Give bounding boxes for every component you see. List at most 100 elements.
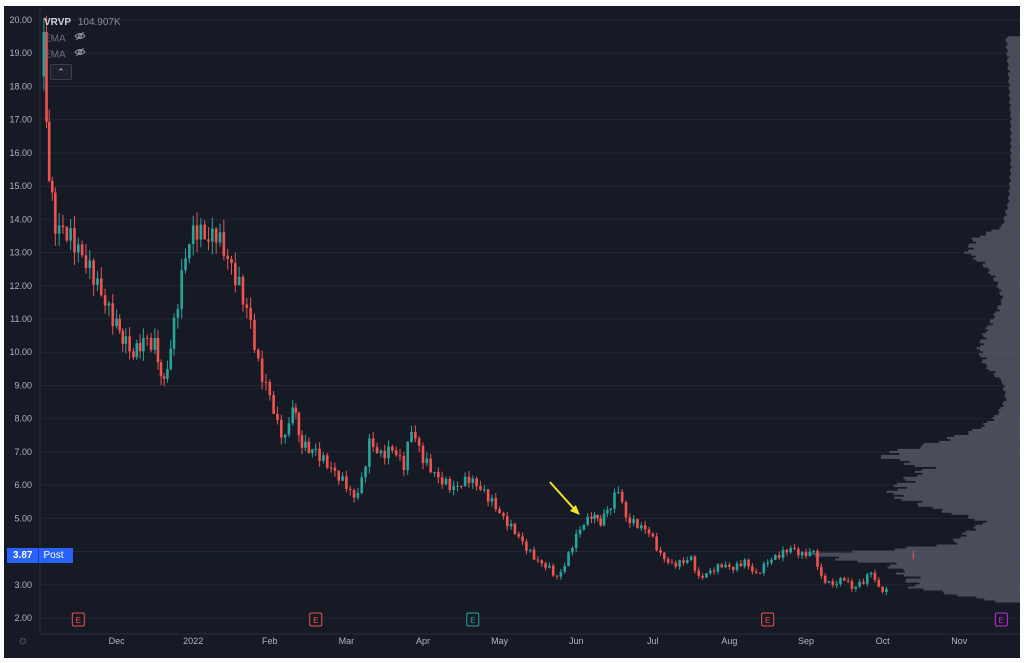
- candle-body: [762, 563, 766, 573]
- volume-profile-bar: [1010, 153, 1020, 156]
- volume-profile-bar: [810, 552, 1020, 555]
- eye-off-icon[interactable]: [74, 31, 86, 47]
- candle-body: [57, 225, 61, 234]
- earnings-marker[interactable]: E: [71, 612, 85, 627]
- candle-body: [479, 486, 482, 490]
- volume-profile-bar: [915, 584, 1020, 587]
- price-axis[interactable]: 2.003.004.005.006.007.008.009.0010.0011.…: [9, 6, 41, 634]
- candle-body: [586, 516, 589, 525]
- candle-body: [471, 478, 475, 484]
- volume-profile-bar: [1003, 217, 1020, 220]
- candle-body: [287, 423, 291, 435]
- legend-row-vrvp[interactable]: VRVP 104.907K: [44, 15, 121, 31]
- earnings-marker[interactable]: E: [466, 612, 480, 627]
- indicator-value: 104.907K: [77, 17, 121, 28]
- legend-row-ema-1[interactable]: EMA: [44, 31, 121, 47]
- time-axis[interactable]: Dec 2022 Feb Mar Apr May Jun Jul Aug Sep Oct Nov: [40, 633, 1020, 646]
- volume-profile-bar: [1009, 100, 1020, 103]
- candle-body: [115, 318, 118, 327]
- candle-body: [191, 225, 195, 245]
- candle-body: [846, 580, 850, 582]
- volume-profile-bar: [1004, 395, 1020, 398]
- candle-body: [574, 533, 578, 549]
- earnings-marker[interactable]: E: [761, 612, 775, 627]
- volume-profile-bar: [980, 355, 1020, 358]
- volume-profile-bar: [973, 247, 1020, 250]
- volume-profile-bar: [857, 560, 1020, 563]
- candle-body: [162, 376, 166, 379]
- candle-body: [808, 551, 812, 557]
- earnings-marker[interactable]: E: [309, 612, 323, 627]
- y-tick-label: 15.00: [9, 181, 32, 191]
- candle-body: [421, 445, 425, 464]
- eye-off-icon[interactable]: [74, 47, 86, 63]
- candle-body: [490, 498, 494, 502]
- volume-profile-bar: [981, 426, 1020, 430]
- volume-profile-bar: [1002, 403, 1020, 406]
- volume-profile-bar: [1010, 147, 1020, 151]
- candle-body: [678, 560, 681, 567]
- volume-profile-bar: [989, 369, 1020, 372]
- candle-body: [521, 536, 524, 542]
- earnings-marker[interactable]: E: [994, 612, 1008, 627]
- candle-body: [132, 351, 135, 358]
- volume-profile-bar: [1011, 151, 1020, 154]
- candle-body: [655, 536, 658, 551]
- y-tick-label: 8.00: [14, 414, 32, 424]
- volume-profile-bar: [1008, 72, 1020, 75]
- candle-body: [311, 449, 314, 454]
- candle-body: [754, 571, 758, 573]
- candle-body: [156, 337, 160, 363]
- volume-profile-bar: [1010, 157, 1020, 160]
- y-tick-label: 20.00: [9, 15, 32, 25]
- volume-profile-bar: [1011, 123, 1020, 127]
- candle-body: [766, 562, 769, 564]
- volume-profile-bar: [1010, 185, 1020, 188]
- volume-profile-bar: [1009, 191, 1020, 194]
- candlestick-chart[interactable]: 2.003.004.005.006.007.008.009.0010.0011.…: [4, 6, 1020, 658]
- volume-profile-bar: [896, 562, 1020, 565]
- volume-profile-bar: [1010, 171, 1020, 174]
- volume-profile-bar: [893, 492, 1020, 495]
- candle-body: [536, 559, 540, 561]
- candle-body: [391, 446, 394, 451]
- chart-settings-button[interactable]: ☼: [14, 631, 32, 649]
- legend-collapse-button[interactable]: ⌃: [50, 64, 72, 80]
- legend-row-ema-2[interactable]: EMA: [44, 47, 121, 63]
- candle-body: [624, 502, 628, 518]
- candle-body: [226, 255, 229, 259]
- volume-profile-bar: [906, 578, 1020, 581]
- candle-body: [230, 258, 233, 264]
- volume-profile-bar: [1008, 64, 1020, 67]
- volume-profile-bar: [1007, 203, 1020, 206]
- volume-profile-bar: [894, 548, 1020, 551]
- volume-profile-bar: [986, 357, 1020, 360]
- candle-body: [448, 478, 452, 490]
- chart-panel[interactable]: 2.003.004.005.006.007.008.009.0010.0011.…: [4, 6, 1020, 658]
- volume-profile-bar: [975, 255, 1020, 258]
- candle-body: [812, 550, 815, 552]
- candle-body: [731, 566, 735, 570]
- volume-profile-bar: [1009, 183, 1020, 186]
- volume-profile-bar: [1007, 74, 1020, 77]
- volume-profile-bar: [968, 249, 1020, 252]
- candle-body: [548, 565, 551, 568]
- earnings-badge: [994, 612, 1008, 627]
- candle-body: [176, 308, 180, 318]
- volume-profile-bar: [920, 446, 1020, 450]
- candle-body: [172, 317, 176, 349]
- candle-body: [294, 407, 298, 413]
- volume-profile-bar: [1011, 159, 1020, 162]
- volume-profile-bar: [992, 417, 1020, 420]
- candle-body: [513, 523, 517, 534]
- candle-body: [843, 578, 846, 581]
- y-tick-label: 12.00: [9, 281, 32, 291]
- volume-profile-bar: [986, 337, 1020, 340]
- volume-profile-bar: [1009, 78, 1020, 81]
- volume-profile-bar: [942, 508, 1020, 511]
- volume-profile-bar: [972, 239, 1020, 242]
- candle-body: [111, 303, 115, 327]
- volume-profile-bar: [975, 524, 1020, 527]
- candle-body: [159, 362, 163, 377]
- candle-body: [617, 491, 620, 493]
